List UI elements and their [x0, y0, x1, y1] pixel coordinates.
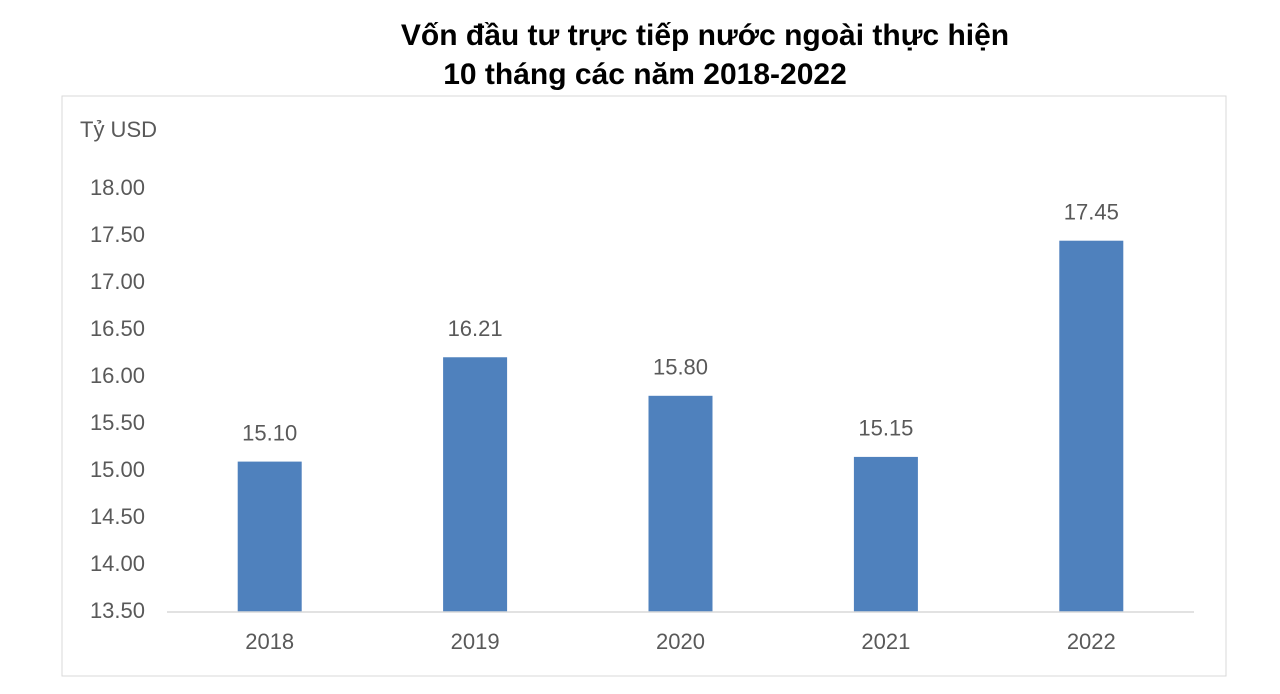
bar — [237, 461, 302, 612]
y-tick-label: 16.00 — [90, 363, 145, 388]
y-tick-label: 14.00 — [90, 551, 145, 576]
y-tick-label: 17.50 — [90, 222, 145, 247]
x-tick-label: 2018 — [245, 629, 294, 654]
data-label: 15.15 — [858, 416, 913, 441]
bar — [443, 357, 508, 612]
y-tick-label: 17.00 — [90, 269, 145, 294]
x-tick-label: 2021 — [861, 629, 910, 654]
y-tick-label: 15.00 — [90, 457, 145, 482]
y-tick-label: 16.50 — [90, 316, 145, 341]
bar — [648, 395, 713, 612]
data-label: 17.45 — [1064, 200, 1119, 225]
y-tick-label: 18.00 — [90, 175, 145, 200]
data-label: 15.10 — [242, 420, 297, 445]
y-tick-label: 14.50 — [90, 504, 145, 529]
y-tick-label: 15.50 — [90, 410, 145, 435]
bar — [1059, 240, 1124, 612]
x-tick-label: 2020 — [656, 629, 705, 654]
x-tick-label: 2019 — [451, 629, 500, 654]
chart-subtitle: 10 tháng các năm 2018-2022 — [443, 58, 847, 91]
y-axis-label: Tỷ USD — [80, 117, 157, 142]
x-tick-label: 2022 — [1067, 629, 1116, 654]
data-label: 15.80 — [653, 355, 708, 380]
chart-title: Vốn đầu tư trực tiếp nước ngoài thực hiệ… — [401, 19, 1009, 52]
bar — [853, 456, 918, 612]
y-tick-label: 13.50 — [90, 598, 145, 623]
chart-frame — [61, 95, 1227, 677]
data-label: 16.21 — [448, 316, 503, 341]
